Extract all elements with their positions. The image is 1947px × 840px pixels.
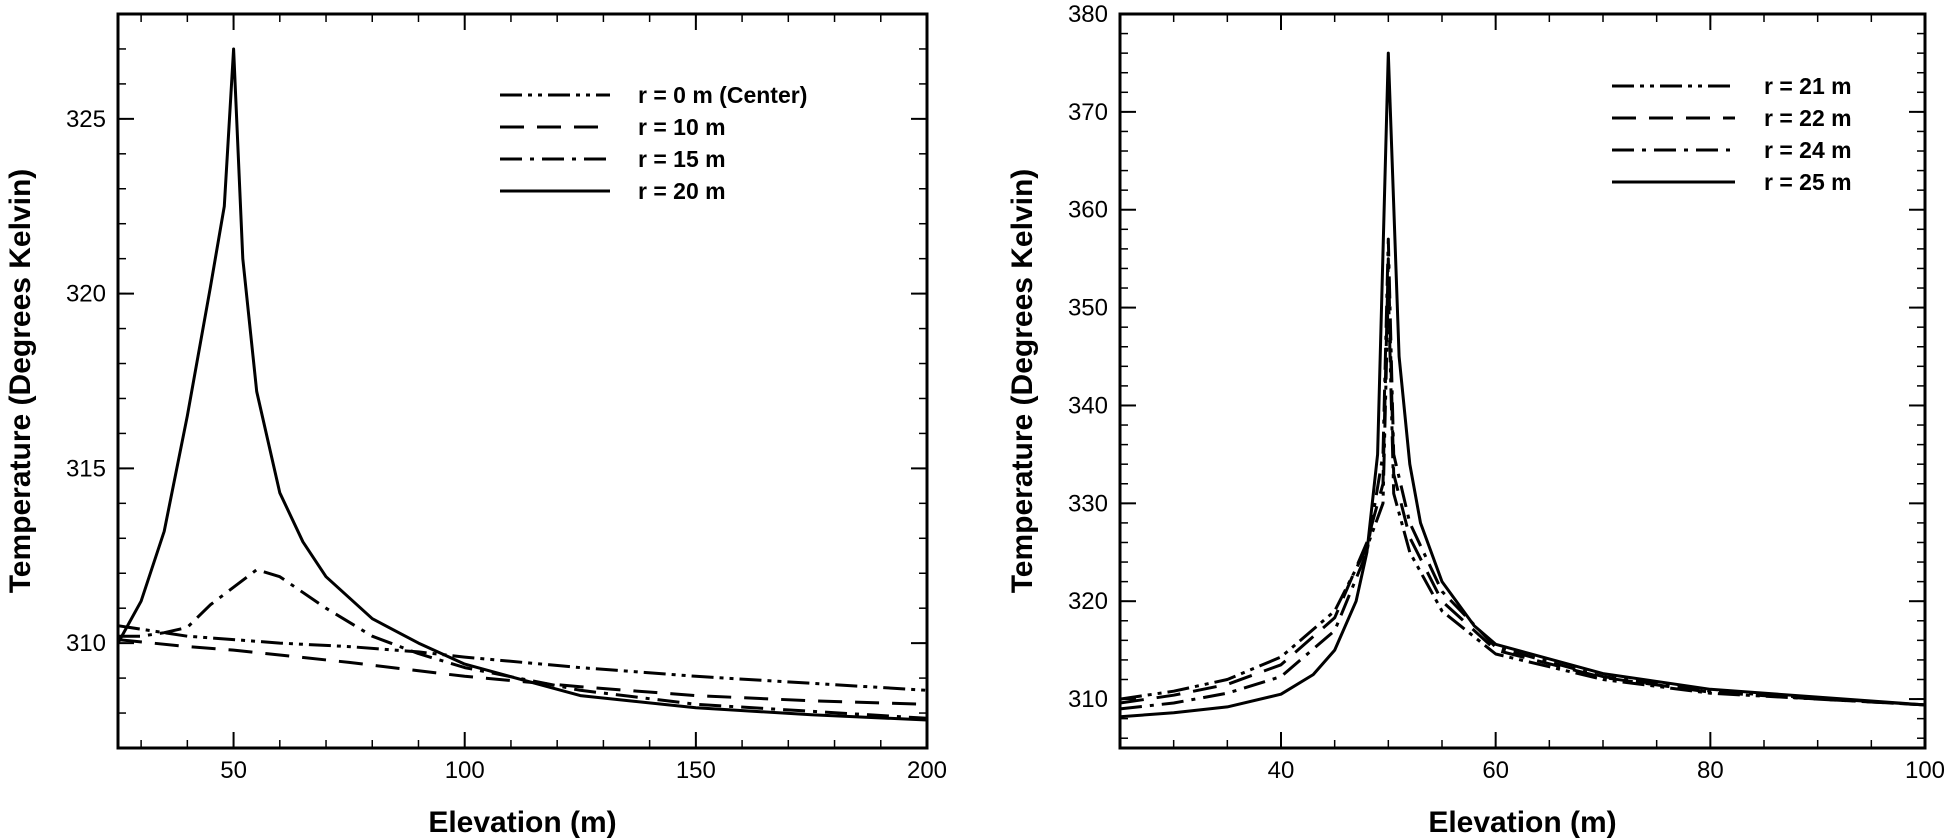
x-tick-label: 100 — [445, 757, 485, 784]
series-line-3 — [118, 568, 928, 720]
y-axis-title: Temperature (Degrees Kelvin) — [4, 169, 37, 594]
y-tick-label: 340 — [1068, 392, 1108, 419]
y-axis-title: Temperature (Degrees Kelvin) — [1006, 169, 1039, 594]
series-line-2 — [1119, 257, 1926, 707]
series-line-1 — [117, 624, 928, 692]
x-axis-title: Elevation (m) — [1428, 806, 1616, 839]
plot-frame — [116, 12, 929, 750]
legend-label-3: r = 24 m — [1764, 137, 1852, 163]
series-line-4 — [1119, 51, 1926, 719]
y-tick-label: 310 — [66, 630, 106, 657]
y-tick-label: 360 — [1068, 197, 1108, 224]
x-axis-title: Elevation (m) — [428, 806, 616, 839]
legend-label-2: r = 10 m — [638, 114, 726, 140]
x-tick-label: 80 — [1697, 757, 1724, 784]
y-tick-label: 370 — [1068, 99, 1108, 126]
legend-label-1: r = 0 m (Center) — [638, 82, 807, 108]
legend-label-3: r = 15 m — [638, 146, 726, 172]
series-line-1 — [1119, 286, 1926, 707]
y-tick-label: 325 — [66, 106, 106, 133]
chart-right: 40 60 80 100 310 320 330 340 350 360 370 380 Elevati… — [1006, 1, 1945, 839]
y-tick-label: 350 — [1068, 295, 1108, 322]
legend-label-1: r = 21 m — [1764, 73, 1852, 99]
series-line-4 — [116, 47, 928, 722]
y-tick-label: 315 — [66, 455, 106, 482]
series-line-2 — [117, 638, 928, 706]
y-tick-label: 320 — [1068, 588, 1108, 615]
x-tick-label: 50 — [220, 757, 247, 784]
y-tick-label: 380 — [1068, 1, 1108, 28]
x-tick-label: 100 — [1905, 757, 1945, 784]
chart-left: 50 100 150 200 310 315 320 325 Elevation (m) Temp… — [4, 12, 947, 839]
x-tick-label: 60 — [1482, 757, 1509, 784]
legend-label-2: r = 22 m — [1764, 105, 1852, 131]
x-tick-label: 200 — [907, 757, 947, 784]
plot-frame — [1118, 12, 1927, 750]
x-tick-label: 150 — [676, 757, 716, 784]
legend-label-4: r = 25 m — [1764, 169, 1852, 195]
series-line-3 — [1119, 237, 1926, 711]
y-tick-label: 320 — [66, 281, 106, 308]
y-tick-label: 310 — [1068, 686, 1108, 713]
legend-label-4: r = 20 m — [638, 178, 726, 204]
y-tick-label: 330 — [1068, 490, 1108, 517]
x-tick-label: 40 — [1268, 757, 1295, 784]
